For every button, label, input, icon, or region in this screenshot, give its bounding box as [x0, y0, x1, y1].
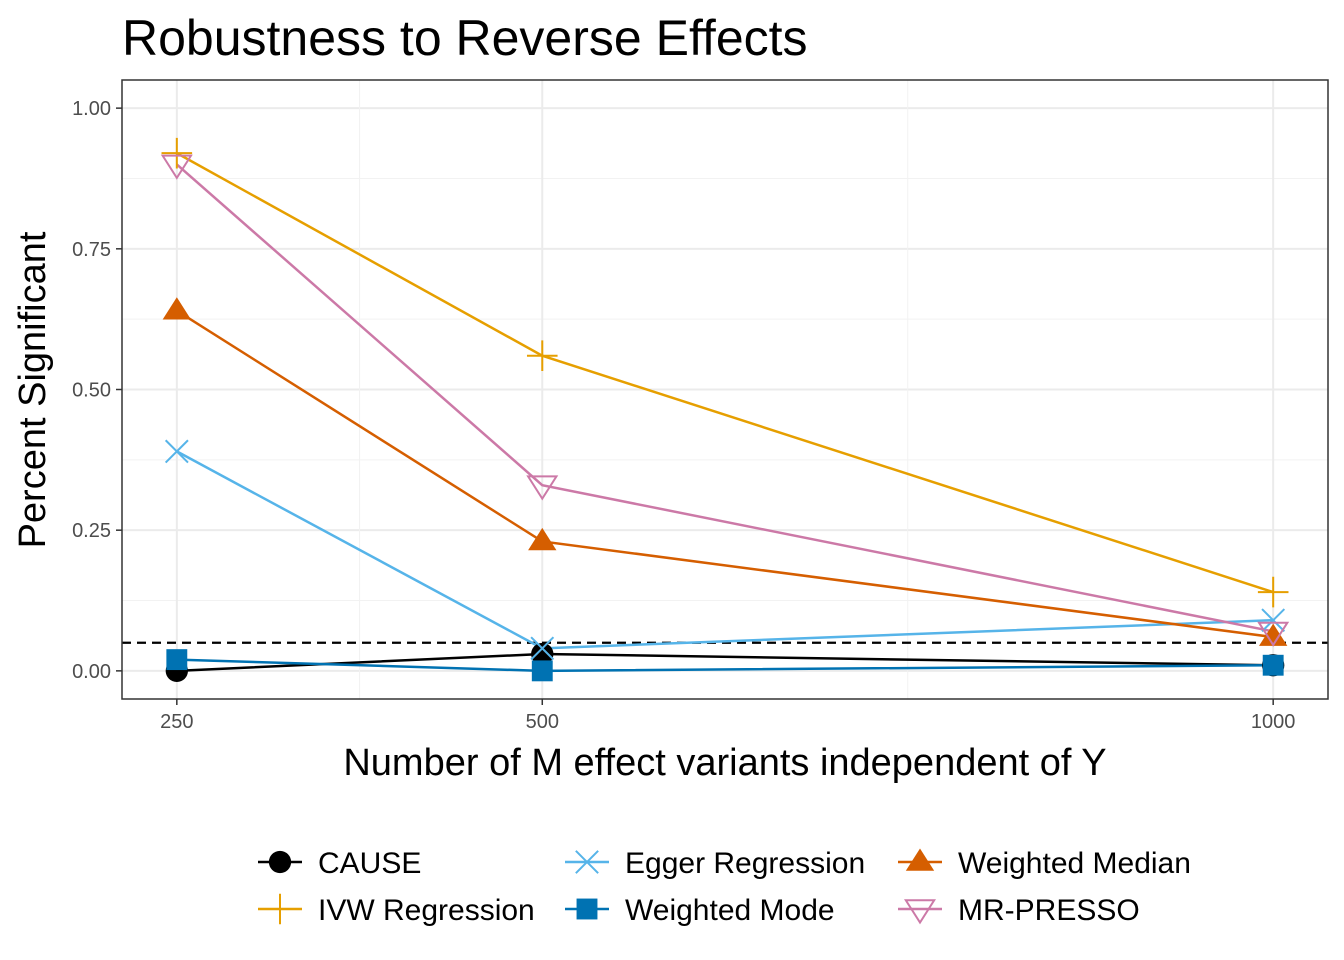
y-tick-label: 0.00 — [72, 661, 111, 683]
y-tick-label: 0.75 — [72, 239, 111, 261]
data-point-cause — [531, 642, 554, 666]
data-point-egger-regression — [530, 636, 555, 661]
data-point-weighted-mode — [166, 649, 188, 671]
legend-label: MR-PRESSO — [958, 894, 1140, 927]
x-axis: 250 500 1000 — [160, 699, 1295, 733]
data-point-egger-regression — [1261, 608, 1286, 633]
data-point-weighted-median — [1259, 623, 1288, 646]
legend-item-mr-presso: MR-PRESSO — [898, 894, 1140, 927]
legend-label: CAUSE — [318, 847, 421, 880]
data-point-weighted-mode — [1262, 654, 1284, 676]
legend-item-weighted-mode: Weighted Mode — [565, 894, 835, 927]
legend: CAUSE IVW Regression Egger Regression Weigh… — [258, 847, 1191, 927]
legend-label: Weighted Median — [958, 847, 1191, 880]
legend-item-weighted-median: Weighted Median — [898, 847, 1191, 880]
series-line-mr-presso — [175, 163, 1274, 633]
legend-key-marker — [576, 898, 598, 920]
data-point-weighted-median — [162, 297, 191, 320]
data-point-weighted-mode — [531, 660, 553, 682]
legend-item-ivw-regression: IVW Regression — [258, 893, 535, 927]
x-tick-label: 250 — [160, 711, 193, 733]
y-tick-label: 0.25 — [72, 520, 111, 542]
legend-label: Egger Regression — [625, 847, 865, 880]
legend-key-marker — [904, 899, 936, 925]
data-point-ivw-regression — [526, 340, 558, 372]
series-points — [160, 137, 1290, 683]
data-point-ivw-regression — [161, 137, 193, 169]
data-point-ivw-regression — [1257, 576, 1289, 608]
data-point-egger-regression — [164, 439, 189, 464]
chart-title: Robustness to Reverse Effects — [122, 10, 808, 66]
x-tick-label: 500 — [526, 711, 559, 733]
y-axis-title: Percent Significant — [12, 231, 54, 548]
legend-item-cause: CAUSE — [258, 847, 421, 880]
legend-item-egger-regression: Egger Regression — [565, 847, 865, 880]
legend-key-marker — [905, 848, 935, 871]
legend-key-marker — [264, 893, 296, 925]
legend-key-marker — [575, 850, 599, 874]
y-tick-label: 1.00 — [72, 98, 111, 120]
legend-label: IVW Regression — [318, 894, 535, 927]
data-point-mr-presso — [1257, 621, 1290, 647]
data-point-weighted-median — [528, 527, 557, 551]
legend-key-marker — [268, 850, 292, 874]
x-axis-title: Number of M effect variants independent … — [343, 742, 1106, 784]
x-tick-label: 1000 — [1251, 711, 1296, 733]
data-point-mr-presso — [526, 475, 559, 501]
y-axis: 0.00 0.25 0.50 0.75 1.00 — [72, 98, 122, 683]
data-point-mr-presso — [160, 154, 193, 180]
legend-label: Weighted Mode — [625, 894, 835, 927]
y-tick-label: 0.50 — [72, 380, 111, 402]
